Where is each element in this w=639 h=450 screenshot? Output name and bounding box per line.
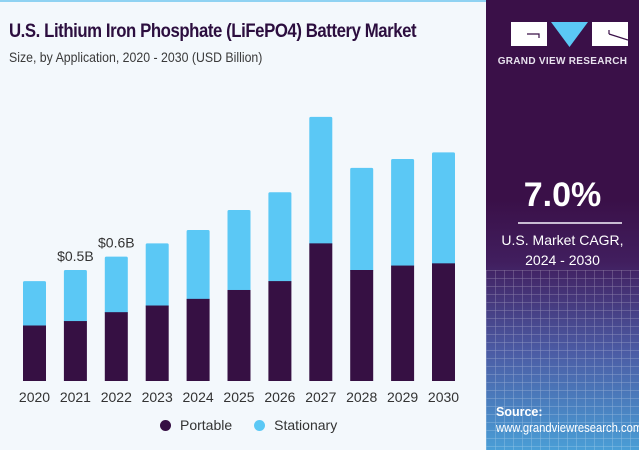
source-heading: Source:	[496, 405, 543, 419]
bar-stationary-2022	[104, 256, 128, 315]
bar-stationary-2025	[227, 210, 251, 292]
bar-portable-2022	[104, 312, 128, 381]
x-tick-label: 2022	[101, 389, 132, 405]
sidebar-panel: GRAND VIEW RESEARCH 7.0% U.S. Market CAG…	[486, 0, 639, 450]
source-block: Source: www.grandviewresearch.com	[496, 404, 639, 436]
x-tick-label: 2028	[346, 389, 377, 405]
divider	[518, 222, 622, 224]
legend: Portable Stationary	[160, 417, 359, 433]
bar-portable-2028	[350, 270, 374, 381]
x-tick-label: 2020	[19, 389, 50, 405]
bar-portable-2027	[309, 243, 333, 381]
bar-portable-2026	[268, 281, 292, 381]
bar-stationary-2030	[432, 152, 455, 266]
bar-stationary-2024	[186, 230, 210, 301]
bar-portable-2030	[432, 263, 455, 381]
bar-stationary-2026	[268, 192, 292, 284]
bar-stationary-2020	[23, 281, 46, 328]
cagr-label: U.S. Market CAGR, 2024 - 2030	[486, 230, 639, 270]
x-tick-label: 2026	[264, 389, 295, 405]
chart-area: U.S. Lithium Iron Phosphate (LiFePO4) Ba…	[9, 20, 460, 433]
cagr-label-line1: U.S. Market CAGR,	[501, 232, 624, 248]
panel-gradient	[486, 200, 639, 450]
x-tick-label: 2027	[305, 389, 336, 405]
bar-stationary-2029	[391, 159, 415, 268]
legend-swatch-portable	[160, 419, 171, 431]
bar-portable-2024	[186, 298, 210, 381]
bar-portable-2020	[23, 325, 46, 381]
data-label-2022: $0.6B	[98, 235, 135, 251]
chart-title: U.S. Lithium Iron Phosphate (LiFePO4) Ba…	[9, 20, 417, 42]
source-url[interactable]: www.grandviewresearch.com	[496, 421, 639, 435]
legend-item-portable: Portable	[160, 417, 232, 433]
x-tick-label: 2021	[60, 389, 91, 405]
x-tick-label: 2030	[428, 389, 459, 405]
bar-stationary-2028	[350, 167, 374, 272]
data-label-2021: $0.5B	[57, 248, 94, 264]
x-tick-label: 2029	[387, 389, 418, 405]
brand-name: GRAND VIEW RESEARCH	[497, 56, 628, 67]
bar-portable-2021	[63, 321, 87, 381]
panel-mesh-pattern	[486, 270, 639, 450]
cagr-value: 7.0%	[523, 176, 602, 214]
bar-portable-2025	[227, 289, 251, 381]
x-tick-label: 2025	[223, 389, 254, 405]
legend-swatch-stationary	[254, 419, 266, 431]
chart-subtitle: Size, by Application, 2020 - 2030 (USD B…	[9, 49, 263, 65]
bar-stationary-2021	[63, 270, 87, 324]
cagr-label-line2: 2024 - 2030	[525, 252, 600, 268]
legend-label-stationary: Stationary	[274, 417, 338, 433]
bar-portable-2023	[145, 305, 169, 381]
top-accent-line	[0, 0, 639, 2]
x-tick-label: 2023	[142, 389, 173, 405]
stacked-bar-chart: 2020 2021 2022 2023 2024 2025 2026 2027 2028 2029…	[19, 116, 459, 405]
legend-item-stationary: Stationary	[254, 417, 337, 433]
bar-stationary-2027	[309, 116, 333, 246]
bar-stationary-2023	[145, 243, 169, 308]
legend-label-portable: Portable	[180, 417, 233, 433]
grand-view-research-logo-icon	[511, 22, 628, 47]
bar-portable-2029	[391, 265, 415, 381]
x-tick-label: 2024	[183, 389, 214, 405]
